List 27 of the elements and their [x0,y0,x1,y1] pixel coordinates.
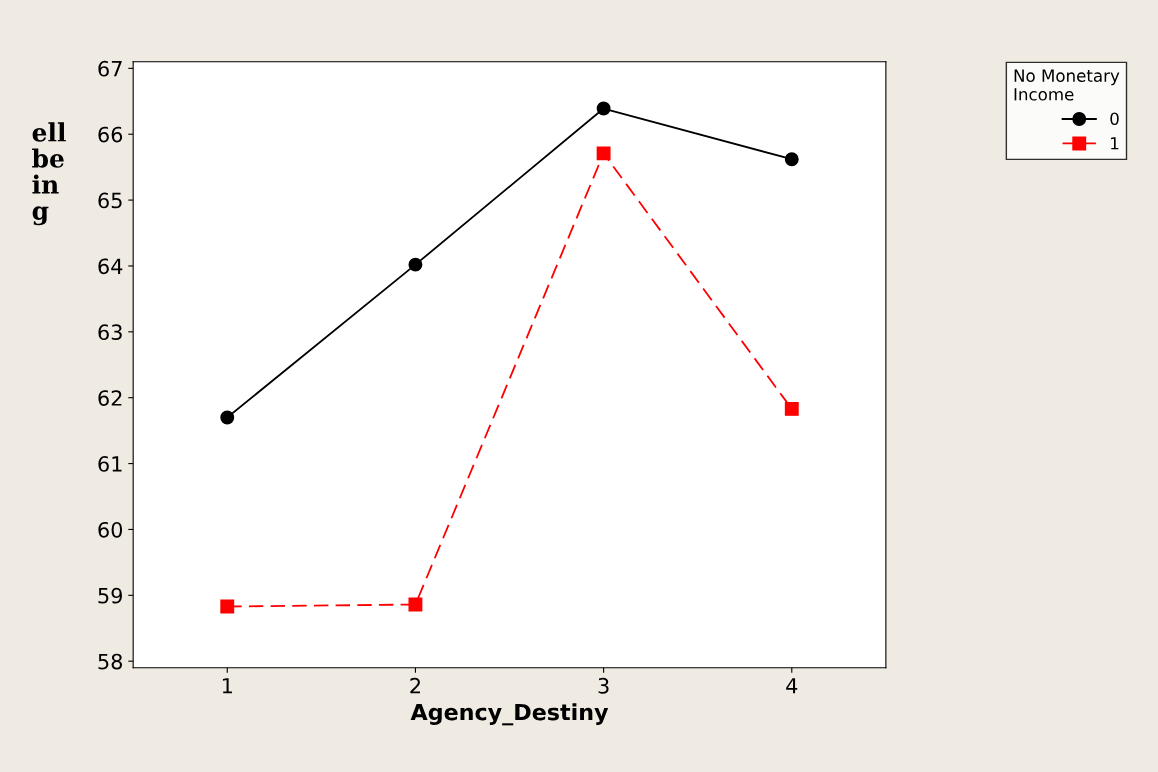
point [408,257,423,272]
point [784,401,799,416]
point [408,597,423,612]
y-axis-title: ell be in g [32,122,66,226]
x-tick-label: 1 [222,678,232,694]
y-tick-label: 59 [98,587,122,604]
point [596,101,611,116]
point [784,152,799,167]
x-tick-label: 3 [598,677,609,694]
y-tick-label: 65 [98,192,122,209]
y-tick-label: 58 [98,653,123,670]
x-tick-label: 2 [410,677,420,694]
x-tick-label: 4 [786,678,798,694]
y-tick-label: 61 [98,456,122,472]
y-tick-label: 66 [98,126,123,143]
point [220,410,235,425]
legend-label: 1 [1111,137,1119,150]
y-tick-label: 64 [98,258,123,275]
point [596,146,611,161]
y-tick-label: 60 [98,521,123,538]
y-tick-label: 62 [98,390,122,406]
y-tick-label: 63 [98,324,122,341]
legend-label: 0 [1110,112,1119,126]
x-axis-title: Agency_Destiny [410,703,609,726]
legend-title: No Monetary Income [1014,69,1120,101]
y-tick-label: 67 [98,60,122,77]
point [220,599,235,614]
